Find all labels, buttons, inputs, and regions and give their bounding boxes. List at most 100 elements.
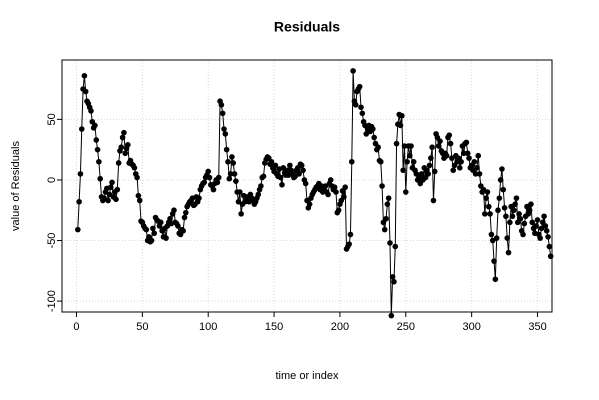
point [429,144,435,151]
point [513,195,520,201]
point [113,196,119,203]
point [529,219,536,226]
point [201,179,208,186]
point [148,237,155,244]
point [333,189,339,195]
point [135,192,142,199]
point [81,72,88,79]
point [487,211,493,217]
point [507,219,513,226]
point [231,171,238,177]
point [230,160,237,166]
point [534,217,541,223]
point [426,162,433,169]
point [96,158,102,165]
point [431,168,438,175]
point [358,104,364,111]
point [537,235,543,241]
point [183,209,189,216]
point [206,174,213,181]
point [122,150,129,157]
point [225,158,231,165]
point [388,312,395,319]
point [347,231,354,238]
point [181,214,188,221]
point [526,207,533,214]
point [500,186,507,193]
point [88,108,94,114]
point [485,203,492,210]
point [75,226,81,233]
plot-frame [61,59,553,313]
point [493,235,500,241]
point [541,213,547,220]
point [430,197,437,204]
point [492,276,499,283]
point [520,231,526,238]
point [371,134,377,141]
point [115,160,122,166]
point [284,167,291,174]
point [223,146,230,153]
point [150,225,156,232]
point [375,144,381,151]
point [384,201,391,207]
point [545,234,551,240]
point [163,235,169,241]
point [475,152,482,159]
chart-title: Residuals [274,19,340,35]
point [482,211,488,217]
x-tick-label: 250 [397,321,415,333]
point [443,152,450,159]
point [447,140,454,147]
point [509,213,516,220]
point [391,278,397,285]
point [131,165,138,171]
point [341,194,347,200]
point [547,253,554,260]
point [383,215,389,222]
point [356,83,363,90]
point [379,183,385,189]
point [408,143,414,149]
point [215,174,222,181]
point [277,174,284,181]
point [472,171,479,177]
point [306,201,313,207]
point [517,215,524,222]
point [229,154,235,160]
point [464,150,471,157]
point [167,215,173,222]
point [450,167,457,174]
y-axis-label: value of Residuals [10,141,22,231]
point [78,126,85,132]
point [511,207,517,214]
point [392,243,399,250]
point [331,184,338,191]
point [205,168,212,175]
point [114,186,121,193]
point [458,158,464,165]
point [77,171,84,177]
point [302,180,309,187]
point [402,189,409,195]
x-tick-label: 150 [265,321,283,333]
point [488,231,495,238]
y-tick-label: 50 [46,113,58,125]
point [157,219,164,226]
point [180,228,186,234]
x-tick-label: 350 [528,321,546,333]
point [260,173,267,180]
point [237,189,243,195]
point [210,186,217,193]
point [503,213,509,220]
point [499,166,505,172]
point [404,158,410,165]
point [533,223,539,229]
point [348,158,355,165]
x-tick-label: 300 [462,321,480,333]
point [546,243,553,250]
point [300,167,306,174]
point [406,152,413,159]
point [425,171,431,177]
